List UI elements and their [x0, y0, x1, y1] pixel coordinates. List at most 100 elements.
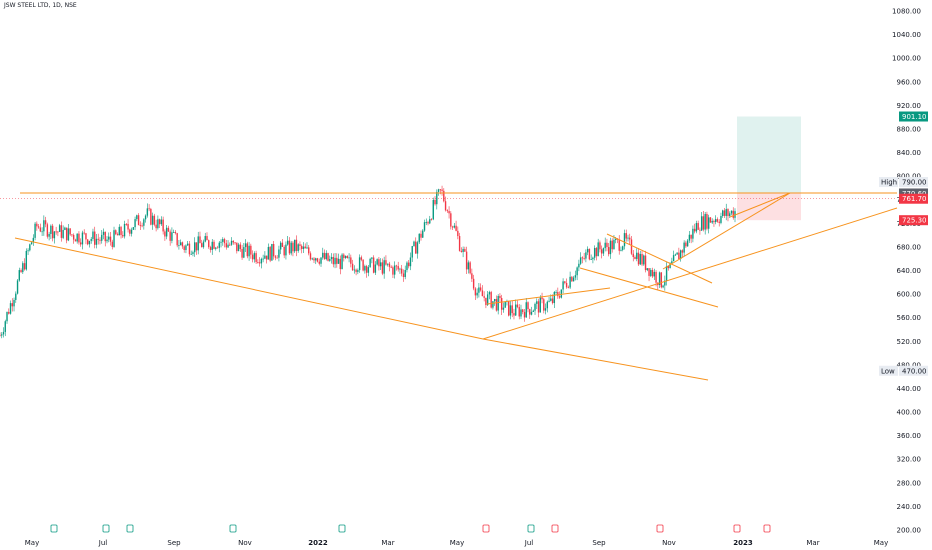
candle-body: [227, 244, 229, 248]
candle-body: [660, 272, 663, 288]
candle-body: [241, 249, 243, 258]
candle-body: [534, 303, 536, 311]
candle-body: [230, 240, 233, 245]
candle-body: [397, 266, 399, 270]
candle-body: [418, 233, 420, 243]
candle-body: [299, 244, 301, 246]
candle-body: [223, 239, 226, 244]
candle-body: [615, 238, 617, 240]
candle-body: [160, 219, 163, 225]
candle-body: [413, 241, 415, 247]
candle-body: [167, 227, 170, 232]
candle-body: [201, 243, 203, 248]
candle-body: [4, 321, 6, 332]
price-caption-box: [879, 177, 898, 188]
candle-body: [564, 281, 566, 283]
candle-body: [518, 307, 520, 317]
candle-body: [62, 229, 64, 238]
candle-body: [411, 246, 413, 258]
candle-body: [692, 228, 694, 239]
candle-body: [553, 292, 556, 304]
candle-body: [678, 252, 680, 259]
candle-body: [546, 301, 549, 309]
candle-body: [251, 254, 254, 260]
candle-body: [715, 219, 717, 223]
price-tick-label: 880.00: [897, 125, 922, 133]
candle-body: [658, 272, 661, 286]
candle-body: [541, 297, 543, 300]
candle-body: [137, 215, 140, 226]
candle-body: [362, 259, 364, 271]
candle-body: [481, 290, 484, 297]
candle-body: [581, 257, 584, 259]
candle-body: [302, 246, 305, 249]
candle-body: [637, 252, 640, 265]
candle-body: [264, 255, 266, 259]
candle-body: [139, 225, 142, 226]
earnings-marker: [551, 524, 559, 533]
price-label-text: 761.70: [902, 195, 927, 203]
candle-body: [590, 259, 592, 260]
candle-body: [122, 235, 124, 237]
candle-body: [171, 232, 173, 241]
dividend-marker: [102, 524, 110, 533]
candle-body: [485, 297, 487, 306]
candle-body: [471, 273, 473, 279]
candle-body: [602, 248, 605, 254]
candle-body: [74, 239, 77, 242]
candle-body: [144, 215, 147, 220]
candle-body: [667, 266, 670, 269]
candle-body: [374, 264, 377, 273]
candle-body: [351, 263, 354, 271]
candle-body: [522, 309, 524, 313]
candle-body: [364, 266, 366, 271]
candle-body: [44, 220, 47, 225]
candle-body: [153, 215, 156, 225]
candle-body: [95, 238, 98, 245]
candle-body: [499, 296, 501, 299]
candle-body: [6, 311, 8, 322]
candle-body: [176, 233, 178, 246]
candle-body: [439, 189, 441, 191]
candle-body: [406, 262, 408, 271]
candle-body: [576, 267, 578, 276]
candle-body: [27, 250, 29, 252]
candle-body: [113, 230, 115, 247]
candle-body: [593, 247, 596, 258]
candle-body: [179, 242, 182, 246]
candle-body: [350, 257, 352, 264]
candle-body: [599, 242, 601, 250]
candle-body: [322, 252, 324, 258]
candle-body: [574, 275, 577, 278]
price-tick-label: 400.00: [897, 409, 922, 417]
candle-body: [588, 248, 591, 260]
candle-body: [381, 262, 384, 274]
candle-body: [432, 199, 434, 220]
candle-body: [565, 282, 568, 288]
time-tick-label: Sep: [592, 539, 606, 547]
falling-wedge-line: [606, 233, 713, 284]
price-caption-text: High: [881, 179, 897, 187]
candle-body: [693, 228, 696, 232]
candle-body: [572, 277, 575, 282]
candle-body: [343, 254, 345, 258]
candle-body: [578, 263, 580, 268]
candle-body: [50, 225, 52, 234]
candle-body: [627, 237, 629, 239]
candle-body: [530, 311, 533, 315]
time-tick-label: 2023: [733, 539, 753, 547]
candle-body: [36, 223, 38, 227]
time-tick-label: May: [25, 539, 39, 547]
candle-body: [318, 261, 320, 264]
candle-body: [155, 224, 157, 229]
candle-body: [437, 189, 440, 192]
candle-body: [281, 242, 284, 247]
candle-body: [130, 229, 133, 234]
candle-body: [595, 247, 598, 257]
candle-body: [265, 255, 268, 260]
candle-body: [662, 285, 664, 288]
candle-body: [402, 273, 405, 277]
candle-body: [386, 263, 389, 265]
candle-body: [544, 308, 547, 311]
